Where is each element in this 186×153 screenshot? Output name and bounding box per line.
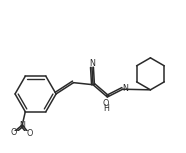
Text: N: N — [122, 84, 128, 93]
Text: O: O — [102, 99, 109, 108]
Text: H: H — [103, 104, 109, 113]
Text: N: N — [89, 59, 95, 68]
Text: N: N — [19, 121, 25, 130]
Text: O: O — [10, 128, 17, 137]
Text: O: O — [26, 129, 33, 138]
